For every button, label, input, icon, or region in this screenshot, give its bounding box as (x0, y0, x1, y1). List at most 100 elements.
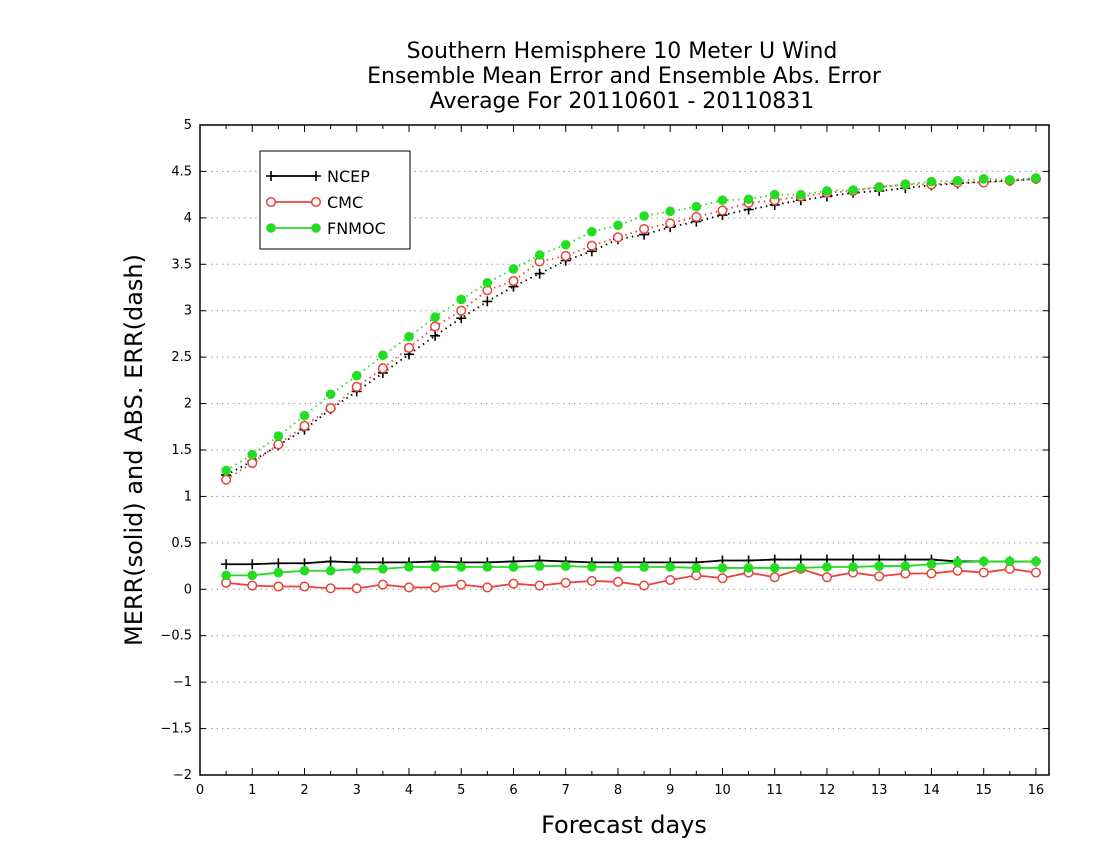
fnmoc-abs-error-point (743, 194, 754, 205)
fnmoc-abs-error-point (1031, 173, 1041, 183)
fnmoc-abs-error-point (978, 174, 989, 184)
cmc-abs-error-point (665, 218, 676, 229)
fnmoc-mean-error-point (952, 557, 963, 568)
fnmoc-abs-error-point (247, 449, 258, 460)
cmc-abs-error-point (691, 211, 702, 222)
fnmoc-mean-error-point (822, 562, 832, 572)
cmc-abs-error-point (221, 474, 232, 485)
cmc-mean-error-point (430, 582, 441, 593)
fnmoc-mean-error-point (613, 562, 623, 572)
fnmoc-mean-error-point (900, 561, 911, 571)
fnmoc-abs-error-point (508, 264, 519, 274)
fnmoc-mean-error-point (273, 567, 284, 578)
y-tick-label: 2.5 (171, 350, 192, 365)
x-tick-label: 3 (353, 783, 361, 798)
x-tick-label: 5 (457, 783, 465, 798)
cmc-mean-error-point (403, 582, 415, 593)
ncep-mean-error-point (221, 559, 232, 570)
series-layer (221, 173, 1041, 594)
x-tick-label: 16 (1028, 783, 1045, 798)
y-tick-label: 3 (184, 304, 192, 319)
fnmoc-mean-error-point (587, 562, 597, 572)
fnmoc-abs-error-point (796, 189, 806, 200)
cmc-abs-error-point (299, 420, 310, 431)
cmc-mean-error-point (586, 575, 597, 586)
ncep-mean-error-point (273, 558, 284, 569)
x-tick-label: 10 (714, 783, 731, 798)
cmc-abs-error-point (456, 305, 467, 316)
cmc-abs-error-point (639, 223, 650, 235)
x-tick-label: 13 (871, 783, 888, 798)
y-tick-label: −1.5 (160, 722, 192, 737)
fnmoc-abs-error-point (404, 331, 414, 342)
fnmoc-mean-error-point (1005, 556, 1015, 567)
fnmoc-mean-error-point (978, 556, 989, 567)
x-tick-label: 15 (975, 783, 992, 798)
cmc-abs-error-point (403, 342, 415, 353)
legend-marker-ncep (266, 171, 276, 181)
fnmoc-mean-error-point (221, 570, 231, 581)
fnmoc-abs-error-point (952, 175, 963, 186)
legend-marker-cmc (310, 196, 322, 208)
fnmoc-mean-error-point (691, 563, 702, 573)
cmc-abs-error-point (325, 403, 336, 414)
cmc-mean-error-point (247, 580, 258, 591)
fnmoc-abs-error-point (378, 350, 388, 361)
x-tick-label: 0 (196, 783, 204, 798)
x-tick-label: 7 (562, 783, 570, 798)
cmc-abs-error-point (377, 363, 388, 374)
cmc-abs-error-point (717, 205, 728, 216)
x-tick-label: 1 (248, 783, 256, 798)
fnmoc-abs-error-point (587, 226, 597, 237)
legend-marker-fnmoc (311, 223, 321, 233)
fnmoc-mean-error-point (456, 562, 467, 572)
cmc-mean-error-point (874, 571, 885, 582)
fnmoc-mean-error-point (639, 562, 649, 572)
cmc-mean-error-point (769, 572, 780, 583)
y-tick-label: 1 (184, 489, 192, 504)
fnmoc-mean-error-point (482, 562, 493, 572)
fnmoc-abs-error-point (456, 294, 467, 305)
y-tick-label: −1 (173, 675, 192, 690)
x-tick-label: 9 (666, 783, 674, 798)
fnmoc-abs-error-point (848, 185, 858, 195)
title-line-3: Average For 20110601 - 20110831 (430, 89, 815, 114)
fnmoc-mean-error-point (874, 561, 885, 571)
title-line-1: Southern Hemisphere 10 Meter U Wind (407, 39, 838, 64)
cmc-mean-error-point (926, 568, 937, 579)
cmc-abs-error-point (612, 232, 624, 243)
cmc-mean-error-point (325, 583, 336, 594)
y-tick-label: 2 (184, 397, 192, 412)
cmc-abs-error-point (586, 240, 597, 251)
y-tick-label: −2 (173, 768, 192, 783)
fnmoc-mean-error-point (351, 564, 362, 574)
x-tick-label: 2 (300, 783, 308, 798)
chart-title: Southern Hemisphere 10 Meter U Wind Ense… (367, 39, 882, 114)
y-tick-label: 0 (184, 582, 192, 597)
series-fnmoc (221, 173, 1041, 581)
ncep-abs-error-point (482, 296, 493, 307)
fnmoc-mean-error-point (560, 561, 571, 571)
cmc-mean-error-point (717, 573, 728, 584)
ncep-mean-error-point (325, 556, 336, 567)
ncep-mean-error-point (769, 554, 780, 565)
cmc-mean-error-point (978, 567, 989, 578)
ncep-mean-error-point (795, 554, 806, 565)
y-tick-label: 1.5 (171, 443, 192, 458)
fnmoc-abs-error-point (613, 220, 623, 231)
fnmoc-abs-error-point (926, 176, 937, 187)
legend-marker-ncep (311, 171, 321, 181)
fnmoc-mean-error-point (743, 563, 754, 573)
fnmoc-abs-error-point (769, 189, 780, 200)
fnmoc-mean-error-point (430, 562, 440, 572)
fnmoc-mean-error-point (769, 563, 780, 573)
cmc-mean-error-point (377, 579, 388, 590)
cmc-mean-error-point (299, 581, 310, 592)
y-tick-label: 0.5 (171, 536, 192, 551)
fnmoc-mean-error-point (378, 564, 388, 574)
title-line-2: Ensemble Mean Error and Ensemble Abs. Er… (367, 64, 882, 89)
fnmoc-mean-error-point (404, 562, 414, 572)
cmc-abs-error-point (247, 457, 258, 469)
x-tick-label: 6 (509, 783, 517, 798)
x-tick-label: 8 (614, 783, 622, 798)
